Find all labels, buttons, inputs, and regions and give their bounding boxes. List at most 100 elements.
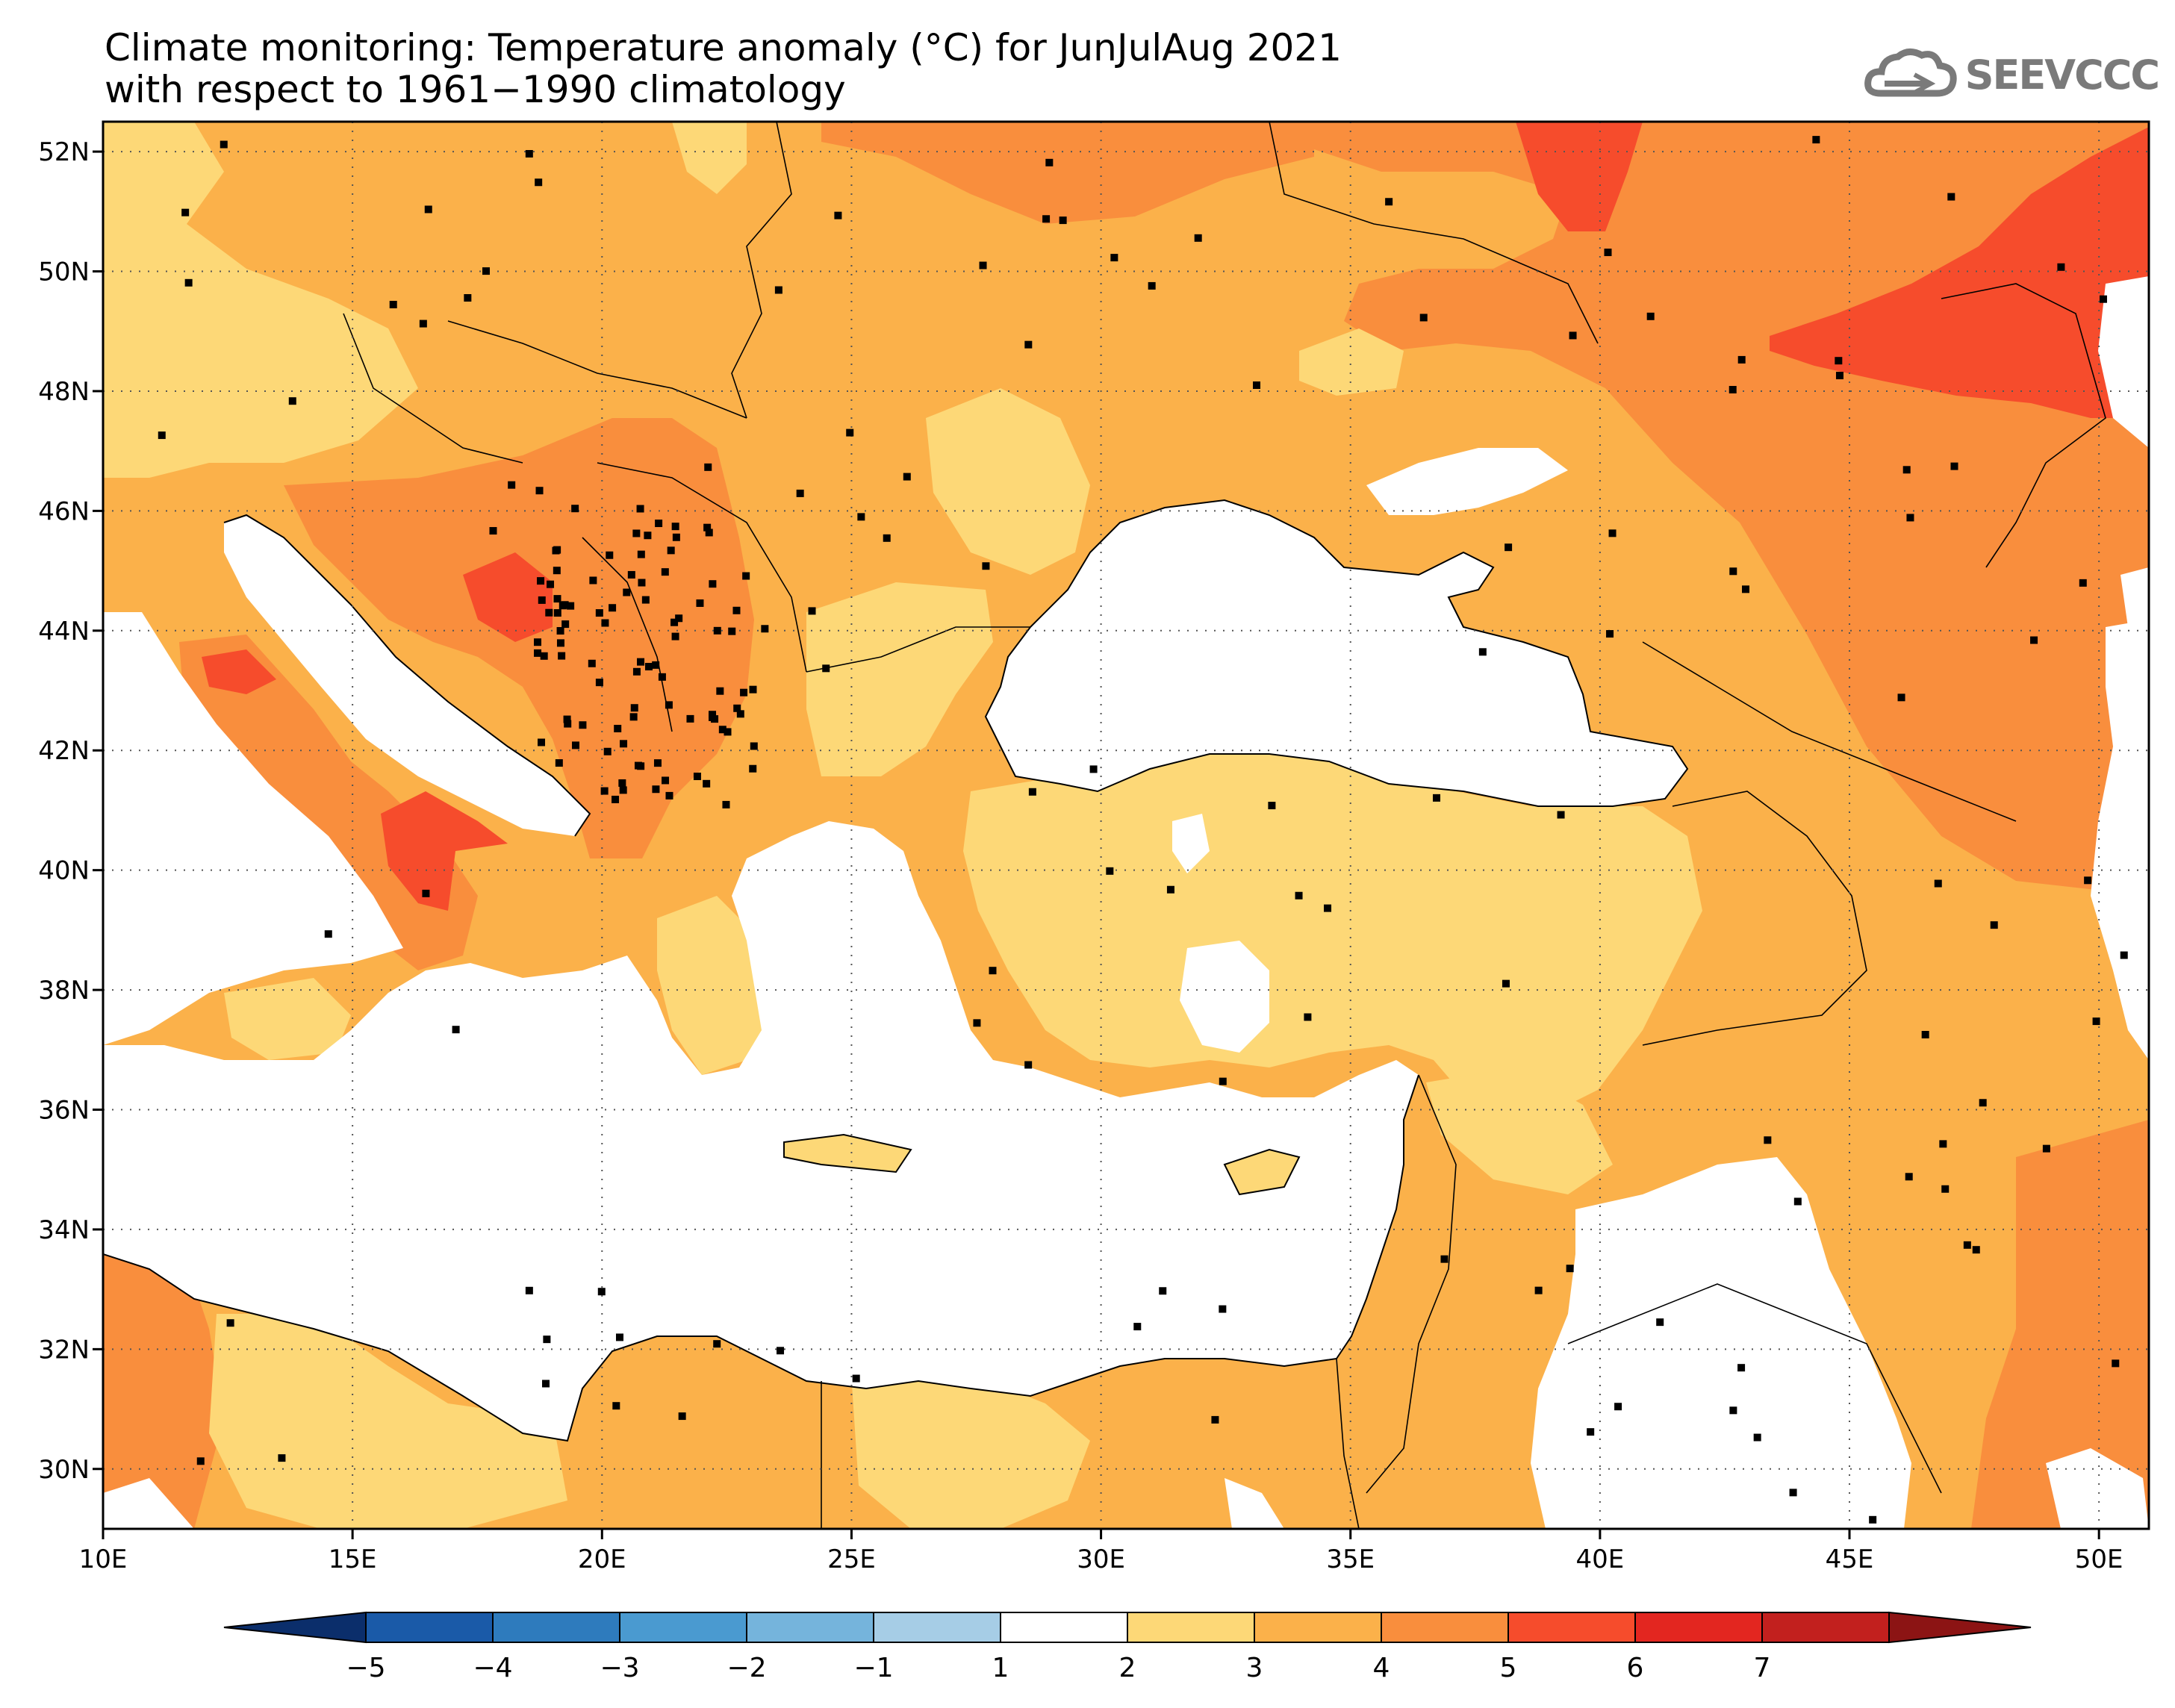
lon-tick-label: 40E <box>1576 1545 1625 1574</box>
station-marker <box>852 1374 860 1383</box>
station-marker <box>597 1288 606 1296</box>
station-marker <box>1045 158 1054 166</box>
station-marker <box>1024 1061 1033 1069</box>
station-marker <box>1295 891 1303 900</box>
station-marker <box>558 602 567 610</box>
cloud-icon <box>1864 49 1957 97</box>
station-marker <box>1385 198 1393 206</box>
field-1-2-north-poland <box>672 122 747 194</box>
station-marker <box>1211 1415 1219 1424</box>
field-white-anatolia <box>1180 941 1269 1053</box>
red-sea-gulf <box>1225 1478 1284 1529</box>
colorbar-label: 5 <box>1500 1653 1517 1683</box>
field-1-2-anatolia <box>963 747 1702 1120</box>
station-marker <box>525 1286 533 1294</box>
station-marker <box>693 773 701 781</box>
field-3-4-southeast <box>1971 1120 2149 1529</box>
map-frame <box>102 120 2150 1530</box>
station-marker <box>2092 1017 2100 1026</box>
station-marker <box>761 625 769 633</box>
station-marker <box>612 1402 620 1410</box>
station-marker <box>675 614 683 623</box>
station-marker <box>713 626 721 635</box>
station-marker <box>670 618 679 626</box>
station-marker <box>1729 1406 1737 1415</box>
station-marker <box>728 627 736 635</box>
station-marker <box>1089 765 1098 773</box>
lat-tick-label: 50N <box>38 258 90 287</box>
station-marker <box>1219 1305 1227 1313</box>
station-marker <box>637 658 645 666</box>
station-marker <box>555 759 563 767</box>
station-marker <box>558 652 566 660</box>
station-marker <box>1042 215 1051 223</box>
station-marker <box>595 609 603 617</box>
station-marker <box>571 505 579 513</box>
station-marker <box>615 1333 623 1341</box>
station-marker <box>774 286 782 294</box>
station-marker <box>703 779 711 788</box>
station-marker <box>609 604 617 612</box>
graticule <box>103 122 2149 1529</box>
station-marker <box>1934 879 1942 888</box>
colorbar-label: −5 <box>346 1653 385 1683</box>
station-marker <box>572 741 580 749</box>
station-marker <box>545 608 553 617</box>
station-marker <box>667 546 675 555</box>
station-marker <box>1110 254 1118 262</box>
field-4-5-italy-south <box>381 791 508 911</box>
station-marker <box>1921 1031 1929 1039</box>
station-marker <box>620 740 628 748</box>
station-marker <box>540 652 548 660</box>
station-marker <box>857 513 865 521</box>
lat-tick-label: 42N <box>38 736 90 766</box>
lon-tick-label: 25E <box>827 1545 876 1574</box>
station-marker <box>672 533 680 541</box>
station-marker <box>1990 921 1998 929</box>
station-marker <box>1587 1428 1595 1436</box>
station-marker <box>1304 1013 1312 1021</box>
colorbar-swatch <box>1381 1612 1509 1643</box>
colorbar-swatch <box>1761 1612 1890 1643</box>
station-marker <box>553 609 561 617</box>
lat-tick-label: 44N <box>38 617 90 646</box>
station-marker <box>579 721 587 729</box>
station-marker <box>564 720 572 728</box>
station-marker <box>1106 867 1114 875</box>
station-marker <box>1433 794 1441 802</box>
lat-tick-label: 34N <box>38 1215 90 1245</box>
station-marker <box>543 1335 551 1344</box>
station-marker <box>1604 249 1612 257</box>
station-marker <box>1028 788 1036 796</box>
colorbar-swatch <box>873 1612 1001 1643</box>
station-marker <box>709 711 717 719</box>
station-marker <box>181 208 190 216</box>
station-marker <box>796 489 804 497</box>
station-marker <box>612 795 620 803</box>
field-1-2-levant <box>1426 1068 1613 1194</box>
field-3-4-south-libya <box>103 1232 224 1529</box>
station-marker <box>1972 1246 1980 1254</box>
adriatic-sea <box>224 515 590 836</box>
station-marker <box>1963 1241 1971 1249</box>
station-marker <box>709 580 717 588</box>
colorbar-label: 6 <box>1627 1653 1644 1683</box>
station-marker <box>749 764 757 773</box>
station-marker <box>618 779 626 787</box>
station-marker <box>1812 136 1820 144</box>
station-marker <box>1742 585 1750 593</box>
colorbar-swatch <box>746 1612 874 1643</box>
station-marker <box>846 428 854 437</box>
station-marker <box>1941 1185 1950 1193</box>
station-marker <box>226 1319 234 1327</box>
station-marker <box>1737 1364 1746 1372</box>
station-marker <box>1869 1515 1877 1524</box>
station-marker <box>665 701 673 709</box>
field-1-2-libya <box>209 1314 567 1529</box>
station-marker <box>1729 567 1737 576</box>
station-marker <box>552 546 560 555</box>
station-marker <box>422 889 430 897</box>
station-marker <box>671 632 679 640</box>
station-marker <box>637 762 645 770</box>
field-white-syria-iraq <box>1531 1157 1911 1529</box>
